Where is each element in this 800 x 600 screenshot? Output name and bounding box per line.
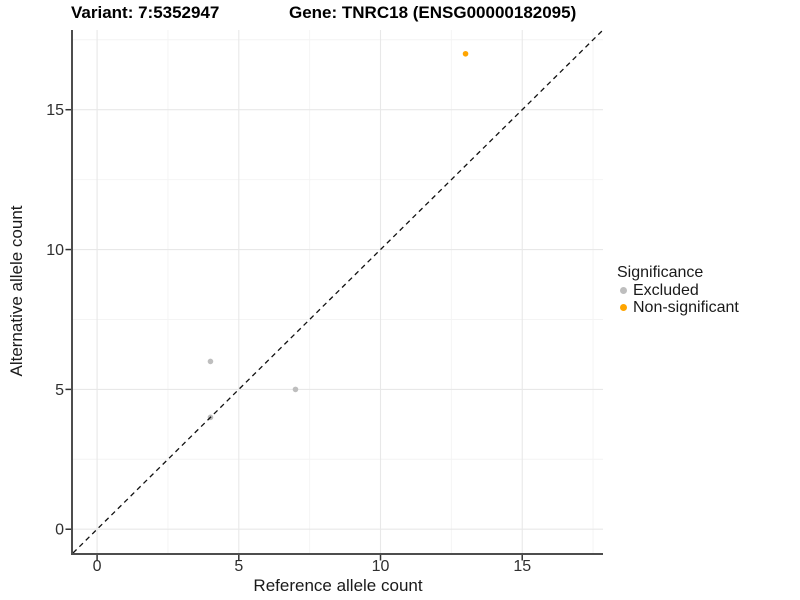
plot-title-variant: Variant: 7:5352947 <box>71 3 220 22</box>
y-tick-label: 15 <box>46 102 64 119</box>
non-significant-point-icon <box>620 304 627 311</box>
legend: Significance Excluded Non-significant <box>615 263 739 316</box>
legend-item-excluded-label: Excluded <box>633 281 699 299</box>
identity-line <box>72 29 604 554</box>
y-axis-title: Alternative allele count <box>7 205 26 377</box>
y-tick-label: 10 <box>46 242 64 259</box>
legend-item-excluded: Excluded <box>615 282 739 299</box>
excluded-point-icon <box>620 287 627 294</box>
x-tick-label: 15 <box>513 558 531 575</box>
legend-title: Significance <box>617 264 704 281</box>
y-tick-label: 0 <box>55 522 64 539</box>
x-tick-label: 10 <box>372 558 390 575</box>
data-point-excluded <box>292 386 299 393</box>
data-point-non-significant <box>462 50 469 57</box>
legend-item-non-significant-label: Non-significant <box>633 298 739 316</box>
x-axis-title: Reference allele count <box>253 576 423 595</box>
legend-item-non-significant: Non-significant <box>615 299 739 316</box>
data-point-excluded <box>207 358 214 365</box>
x-tick-label: 0 <box>93 558 102 575</box>
plot-title-gene: Gene: TNRC18 (ENSG00000182095) <box>289 3 577 22</box>
x-tick-label: 5 <box>234 558 243 575</box>
y-tick-label: 5 <box>55 382 64 399</box>
